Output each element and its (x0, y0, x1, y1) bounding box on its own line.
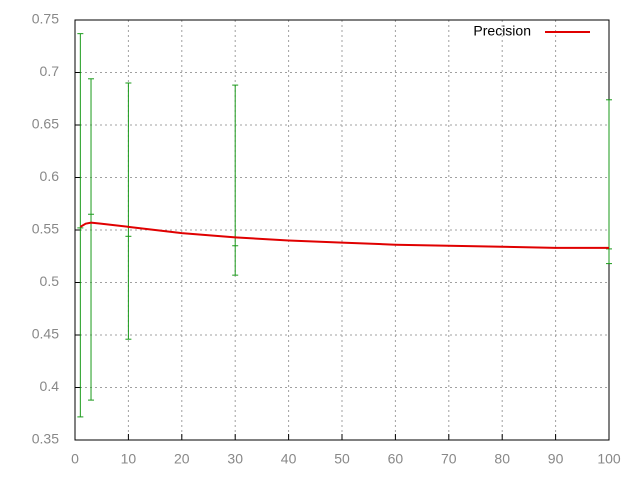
x-tick-label: 50 (334, 451, 350, 467)
y-tick-label: 0.55 (32, 221, 59, 237)
x-tick-label: 90 (548, 451, 564, 467)
y-tick-label: 0.45 (32, 326, 59, 342)
x-tick-label: 70 (441, 451, 457, 467)
y-tick-label: 0.65 (32, 116, 59, 132)
x-tick-label: 100 (597, 451, 621, 467)
series-line (79, 221, 609, 249)
x-tick-label: 30 (227, 451, 243, 467)
legend-label: Precision (473, 23, 531, 39)
x-tick-label: 0 (71, 451, 79, 467)
y-tick-label: 0.4 (40, 378, 60, 394)
y-tick-label: 0.75 (32, 11, 59, 27)
y-tick-label: 0.35 (32, 431, 59, 447)
x-tick-label: 40 (281, 451, 297, 467)
y-tick-label: 0.5 (40, 273, 60, 289)
x-tick-label: 80 (494, 451, 510, 467)
y-tick-label: 0.6 (40, 168, 60, 184)
x-tick-label: 20 (174, 451, 190, 467)
x-tick-label: 60 (388, 451, 404, 467)
x-tick-label: 10 (121, 451, 137, 467)
y-tick-label: 0.7 (40, 63, 60, 79)
